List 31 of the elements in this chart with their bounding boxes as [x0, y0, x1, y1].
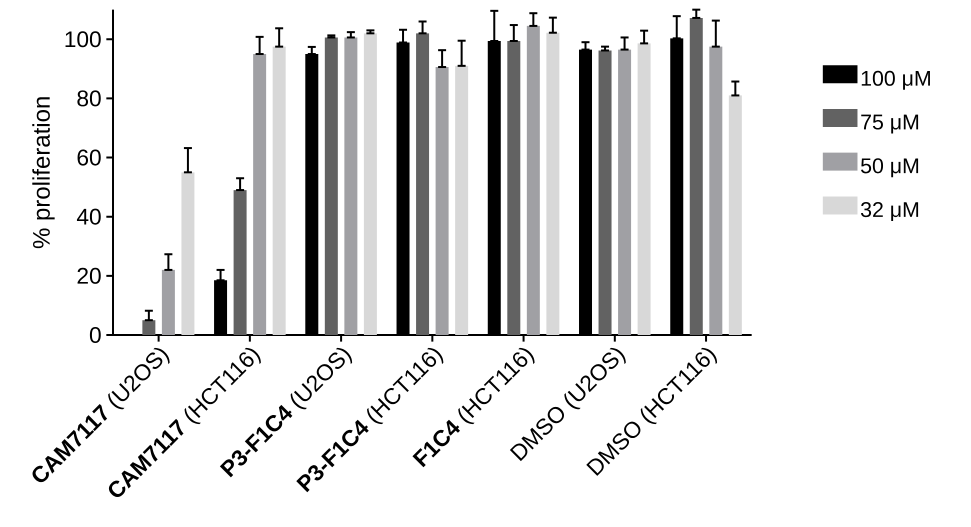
legend-label: 50 μM: [861, 158, 918, 178]
bar: [181, 172, 194, 335]
bar: [709, 46, 722, 335]
bar: [526, 26, 540, 335]
y-tick-label: 20: [78, 268, 101, 284]
bar: [690, 18, 703, 335]
bar: [364, 33, 377, 335]
bar: [436, 67, 449, 335]
bar: [618, 50, 632, 335]
y-tick-label: 60: [78, 150, 101, 166]
bar: [344, 37, 358, 335]
legend-label: 75 μM: [861, 114, 918, 134]
bar: [728, 95, 742, 335]
bar: [546, 32, 560, 335]
bar: [253, 54, 266, 335]
bar: [272, 46, 286, 335]
bar: [324, 37, 338, 335]
bar: [416, 33, 430, 335]
y-tick-label: 0: [90, 326, 101, 344]
legend-label: 100 μM: [862, 70, 930, 90]
y-tick-label: 40: [76, 208, 101, 225]
bar: [234, 190, 247, 335]
y-tick-label: 100: [66, 31, 101, 48]
bar: [598, 50, 612, 335]
bar: [162, 270, 175, 335]
bar: [638, 43, 651, 335]
y-axis-title: % proliferation: [32, 97, 55, 248]
legend-label: 32 μM: [860, 202, 918, 222]
bar: [507, 41, 520, 335]
y-tick-label: 80: [77, 90, 101, 106]
bar: [455, 66, 468, 335]
